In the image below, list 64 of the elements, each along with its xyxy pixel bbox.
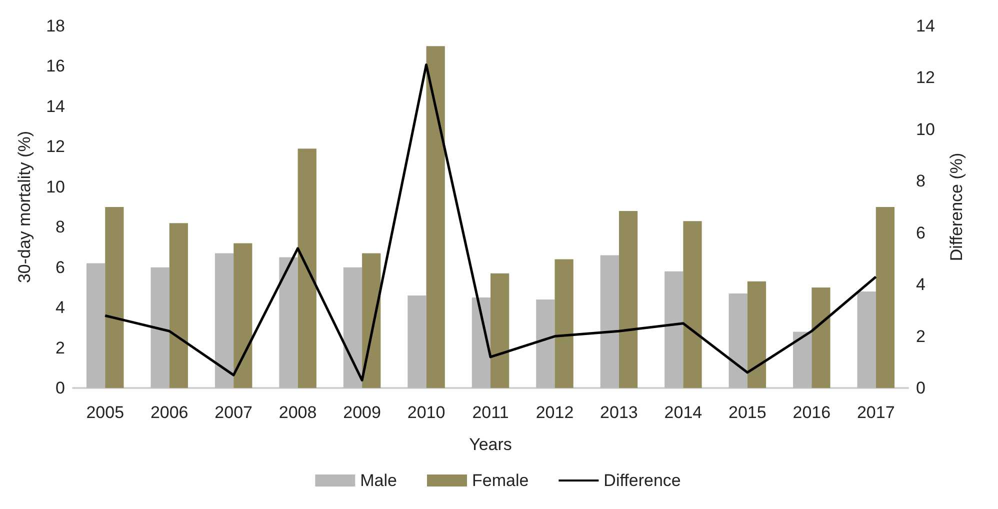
y-tick-label: 12 bbox=[46, 137, 65, 156]
x-tick-label: 2013 bbox=[600, 403, 638, 422]
y2-tick-label: 8 bbox=[916, 172, 926, 191]
y-tick-label: 14 bbox=[46, 96, 65, 116]
bar bbox=[362, 253, 381, 388]
x-tick-label: 2010 bbox=[407, 403, 446, 422]
bar bbox=[472, 298, 490, 388]
y-axis-title: 30-day mortality (%) bbox=[15, 130, 34, 284]
x-tick-label: 2014 bbox=[664, 403, 702, 422]
bar bbox=[793, 332, 812, 388]
legend-label: Difference bbox=[604, 471, 681, 490]
bar bbox=[150, 267, 170, 388]
bar bbox=[279, 257, 298, 388]
bar bbox=[857, 291, 876, 388]
bar bbox=[86, 263, 106, 388]
y-tick-label: 8 bbox=[56, 218, 65, 237]
bar bbox=[536, 300, 555, 388]
x-tick-label: 2015 bbox=[728, 403, 766, 422]
bar bbox=[747, 281, 766, 388]
x-tick-label: 2005 bbox=[86, 403, 124, 422]
x-tick-label: 2012 bbox=[536, 403, 574, 422]
bar bbox=[298, 148, 316, 388]
y2-tick-label: 10 bbox=[916, 120, 935, 139]
y-tick-label: 6 bbox=[56, 258, 65, 277]
x-tick-label: 2009 bbox=[343, 403, 381, 422]
y-tick-label: 2 bbox=[56, 338, 65, 358]
bar bbox=[618, 211, 638, 388]
x-tick-label: 2011 bbox=[472, 403, 509, 422]
bar bbox=[408, 295, 426, 388]
bar bbox=[490, 273, 510, 388]
legend-label: Male bbox=[360, 471, 398, 490]
bar bbox=[105, 207, 124, 388]
y-tick-label: 16 bbox=[46, 56, 65, 76]
bar bbox=[234, 243, 252, 388]
y2-tick-label: 14 bbox=[916, 16, 935, 36]
bar bbox=[728, 293, 748, 388]
line-series bbox=[104, 64, 878, 382]
y-tick-label: 4 bbox=[56, 298, 65, 318]
x-tick-label: 2008 bbox=[278, 403, 317, 422]
bar bbox=[554, 259, 574, 388]
bar bbox=[169, 223, 188, 388]
x-axis-title: Years bbox=[469, 435, 512, 454]
bar bbox=[812, 287, 830, 388]
x-tick-label: 2016 bbox=[792, 403, 831, 422]
y2-tick-label: 6 bbox=[916, 223, 926, 242]
y2-axis-title: Difference (%) bbox=[947, 152, 966, 262]
x-tick-label: 2007 bbox=[214, 403, 252, 422]
y2-tick-label: 2 bbox=[916, 326, 926, 346]
y-tick-label: 0 bbox=[56, 378, 65, 398]
y2-tick-label: 4 bbox=[916, 275, 926, 294]
y2-tick-label: 12 bbox=[916, 68, 935, 88]
bar bbox=[683, 221, 702, 388]
legend-label: Female bbox=[472, 471, 529, 490]
bar bbox=[343, 267, 362, 388]
x-tick-label: 2006 bbox=[150, 403, 188, 422]
y2-tick-label: 0 bbox=[916, 378, 926, 398]
bar bbox=[426, 46, 445, 388]
bar bbox=[664, 271, 684, 388]
bar bbox=[876, 207, 895, 388]
bar bbox=[214, 253, 234, 388]
bar bbox=[600, 255, 619, 388]
y-tick-label: 10 bbox=[46, 177, 65, 196]
y-tick-label: 18 bbox=[46, 16, 65, 36]
x-tick-label: 2017 bbox=[856, 403, 895, 422]
